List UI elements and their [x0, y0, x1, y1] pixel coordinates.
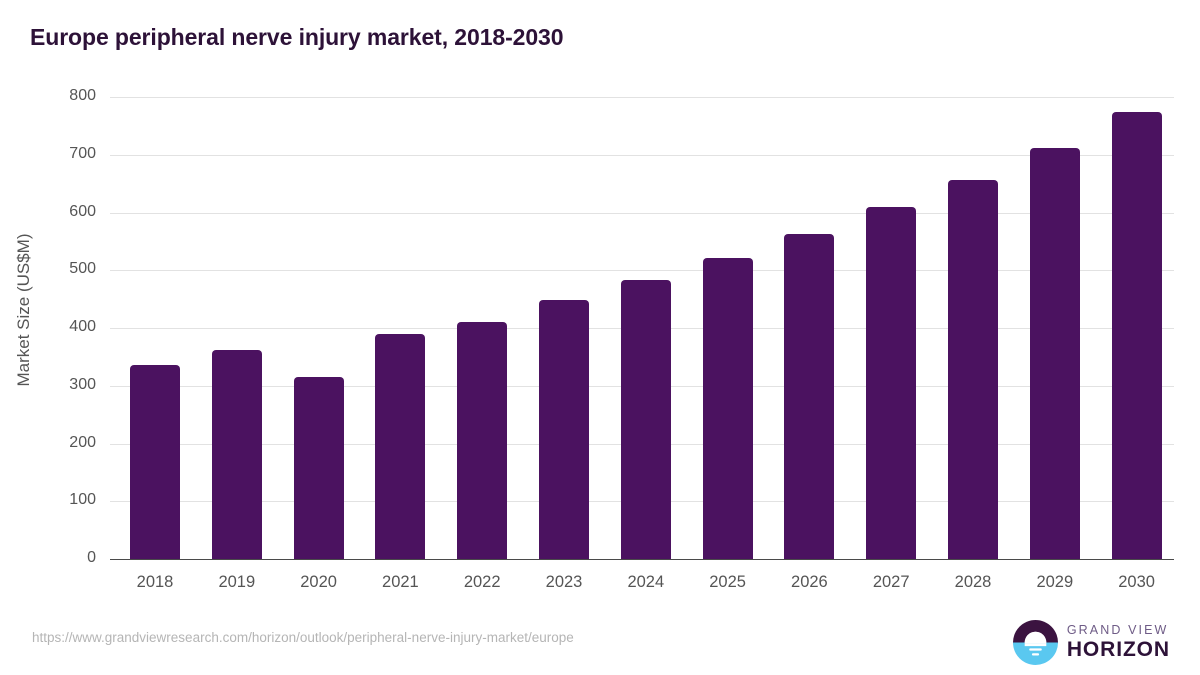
bar-2028[interactable]: [948, 180, 998, 559]
bar-2020[interactable]: [293, 377, 344, 559]
y-axis-tick-label: 100: [69, 491, 96, 509]
bar-2026[interactable]: [784, 234, 835, 559]
x-axis-tick-label-2019: 2019: [218, 573, 256, 591]
y-axis-tick-label: 400: [69, 318, 96, 335]
x-axis-tick-label-2022: 2022: [463, 573, 501, 591]
page-title: Europe peripheral nerve injury market, 2…: [30, 24, 564, 50]
horizon-sunrise-icon: [1012, 619, 1058, 665]
source-url[interactable]: https://www.grandviewresearch.com/horizo…: [32, 630, 574, 645]
x-axis-tick-label-2028: 2028: [954, 573, 992, 591]
x-axis-tick-label-2027: 2027: [872, 573, 910, 591]
x-axis-tick-label-2024: 2024: [627, 573, 665, 591]
x-axis-tick-label-2025: 2025: [709, 573, 746, 591]
y-axis-tick-label: 200: [69, 433, 96, 451]
gridline: [110, 154, 1174, 156]
bar-2027[interactable]: [866, 207, 917, 559]
x-axis-tick-label-2018: 2018: [136, 573, 174, 591]
bar-2030[interactable]: [1111, 112, 1162, 559]
bar-2019[interactable]: [211, 349, 262, 559]
bar-2023[interactable]: [539, 300, 589, 559]
y-axis-tick-label: 800: [69, 87, 96, 104]
bar-2022[interactable]: [457, 322, 508, 559]
x-axis-line: [110, 559, 1174, 560]
y-axis-tick-label: 600: [69, 202, 96, 220]
bar-2024[interactable]: [620, 280, 671, 559]
x-axis-tick-label-2026: 2026: [791, 573, 828, 591]
gridline: [110, 97, 1174, 98]
x-axis-tick-label-2030: 2030: [1118, 573, 1155, 591]
y-axis-tick-label: 300: [69, 375, 96, 393]
bar-2029[interactable]: [1029, 147, 1080, 559]
y-axis-tick-label: 500: [69, 260, 96, 278]
y-axis-tick-label: 0: [87, 549, 96, 566]
logo-line-horizon: HORIZON: [1066, 638, 1170, 662]
x-axis-tick-label-2023: 2023: [545, 573, 583, 591]
gridline: [110, 212, 1174, 214]
grand-view-horizon-logo[interactable]: GRAND VIEW HORIZON: [1012, 619, 1170, 665]
x-axis-tick-label-2020: 2020: [300, 573, 337, 591]
bar-2018[interactable]: [130, 364, 180, 559]
logo-wordmark: GRAND VIEW HORIZON: [1067, 624, 1170, 661]
gridline: [110, 270, 1174, 272]
bars-group: [110, 0, 1174, 675]
y-axis-tick-label: 700: [69, 144, 96, 162]
bar-2021[interactable]: [375, 333, 426, 559]
y-axis-title: Market Size (US$M): [14, 233, 33, 387]
bar-2025[interactable]: [702, 258, 753, 559]
x-axis-tick-label-2021: 2021: [382, 573, 419, 591]
x-axis-tick-label-2029: 2029: [1036, 573, 1074, 591]
logo-line-grand-view: GRAND VIEW: [1066, 622, 1169, 637]
